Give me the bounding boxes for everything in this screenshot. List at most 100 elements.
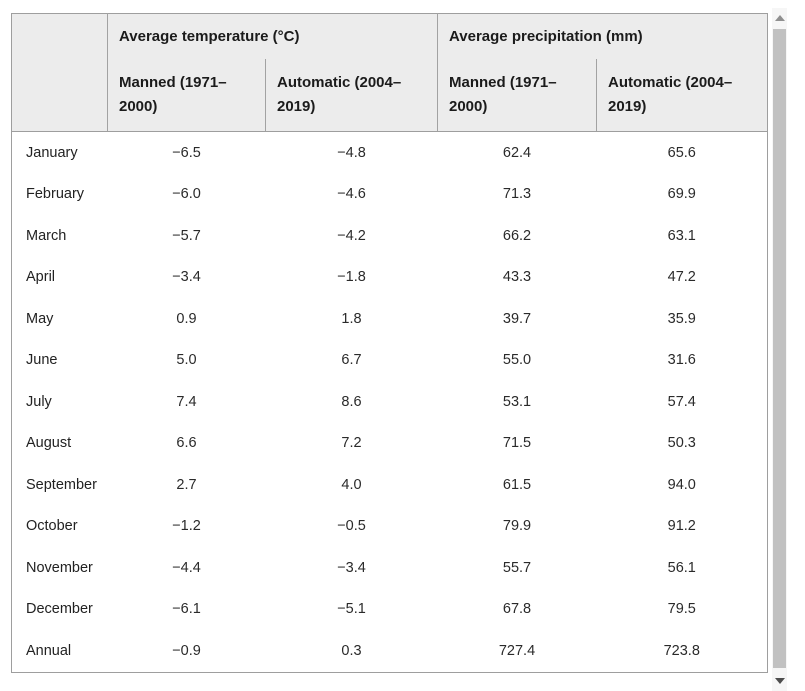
table-row: Annual −0.9 0.3 727.4 723.8 (12, 630, 768, 672)
group-header-precipitation: Average precipitation (mm) (437, 13, 768, 59)
precip-automatic-cell: 91.2 (667, 518, 696, 535)
month-cell: January (26, 144, 78, 161)
climate-table: Average temperature (°C) Average precipi… (11, 13, 768, 673)
table-row: May 0.9 1.8 39.7 35.9 (12, 298, 768, 340)
temp-automatic-cell: 7.2 (341, 435, 362, 452)
month-cell: Annual (26, 642, 72, 659)
table-row: February −6.0 −4.6 71.3 69.9 (12, 174, 768, 216)
temp-automatic-cell: −0.5 (337, 518, 366, 535)
temp-automatic-cell: −4.2 (337, 227, 366, 244)
sub-header-line: 2019) (608, 98, 647, 115)
sub-header-line: Automatic (2004– (608, 74, 733, 91)
temp-automatic-cell: 1.8 (341, 310, 362, 327)
precip-automatic-cell: 69.9 (667, 186, 696, 203)
sub-header-precip-manned: Manned (1971– 2000) (437, 59, 597, 132)
precip-automatic-cell: 56.1 (667, 559, 696, 576)
precip-manned-cell: 43.3 (502, 269, 532, 286)
table-row: December −6.1 −5.1 67.8 79.5 (12, 589, 768, 631)
temp-manned-cell: 7.4 (176, 393, 197, 410)
table-row: September 2.7 4.0 61.5 94.0 (12, 464, 768, 506)
temp-manned-cell: −4.4 (172, 559, 201, 576)
month-cell: December (26, 601, 93, 618)
table-row: April −3.4 −1.8 43.3 47.2 (12, 257, 768, 299)
precip-manned-cell: 79.9 (502, 518, 532, 535)
temp-manned-cell: −3.4 (172, 269, 201, 286)
vertical-scrollbar[interactable] (772, 8, 787, 691)
precip-manned-cell: 66.2 (502, 227, 532, 244)
temp-manned-cell: 5.0 (176, 352, 197, 369)
month-cell: September (26, 476, 97, 493)
chevron-down-icon (774, 678, 785, 684)
sub-header-line: 2019) (277, 98, 316, 115)
temp-manned-cell: −1.2 (172, 518, 201, 535)
scroll-down-button[interactable] (772, 671, 787, 691)
table-row: March −5.7 −4.2 66.2 63.1 (12, 215, 768, 257)
precip-manned-cell: 62.4 (502, 144, 532, 161)
temp-automatic-cell: 0.3 (341, 642, 362, 659)
corner-cell (11, 13, 108, 132)
precip-automatic-cell: 47.2 (667, 269, 696, 286)
precip-automatic-cell: 723.8 (663, 642, 700, 659)
precip-manned-cell: 71.5 (502, 435, 532, 452)
temp-manned-cell: −6.1 (172, 601, 201, 618)
precip-automatic-cell: 50.3 (667, 435, 696, 452)
month-cell: June (26, 352, 58, 369)
temp-automatic-cell: −4.6 (337, 186, 366, 203)
precip-automatic-cell: 94.0 (667, 476, 696, 493)
temp-automatic-cell: 6.7 (341, 352, 362, 369)
precip-manned-cell: 71.3 (502, 186, 532, 203)
month-cell: October (26, 518, 78, 535)
month-cell: July (26, 393, 52, 410)
precip-manned-cell: 39.7 (502, 310, 532, 327)
table-row: January −6.5 −4.8 62.4 65.6 (12, 132, 768, 174)
month-cell: May (26, 310, 54, 327)
sub-header-temp-automatic: Automatic (2004– 2019) (265, 59, 438, 132)
precip-manned-cell: 61.5 (502, 476, 532, 493)
precip-automatic-cell: 35.9 (667, 310, 696, 327)
chevron-up-icon (774, 15, 785, 21)
precip-manned-cell: 53.1 (502, 393, 532, 410)
sub-header-temp-manned: Manned (1971– 2000) (107, 59, 266, 132)
temp-manned-cell: −6.5 (172, 144, 201, 161)
scroll-up-button[interactable] (772, 8, 787, 28)
sub-header-line: Manned (1971– (449, 74, 557, 91)
month-cell: August (26, 435, 72, 452)
precip-manned-cell: 55.7 (502, 559, 532, 576)
temp-manned-cell: −5.7 (172, 227, 201, 244)
scrollbar-thumb[interactable] (773, 29, 786, 668)
sub-header-line: Manned (1971– (119, 74, 227, 91)
temp-manned-cell: 2.7 (176, 476, 197, 493)
temp-automatic-cell: −1.8 (337, 269, 366, 286)
precip-automatic-cell: 31.6 (667, 352, 696, 369)
temp-automatic-cell: 8.6 (341, 393, 362, 410)
table-row: November −4.4 −3.4 55.7 56.1 (12, 547, 768, 589)
table-row: July 7.4 8.6 53.1 57.4 (12, 381, 768, 423)
sub-header-line: 2000) (119, 98, 158, 115)
temp-manned-cell: 6.6 (176, 435, 197, 452)
sub-header-line: Automatic (2004– (277, 74, 402, 91)
month-cell: April (26, 269, 56, 286)
month-cell: March (26, 227, 67, 244)
precip-automatic-cell: 57.4 (667, 393, 696, 410)
precip-manned-cell: 67.8 (502, 601, 532, 618)
temp-automatic-cell: −4.8 (337, 144, 366, 161)
precip-automatic-cell: 65.6 (667, 144, 696, 161)
table-row: June 5.0 6.7 55.0 31.6 (12, 340, 768, 382)
temp-manned-cell: −6.0 (172, 186, 201, 203)
table-row: October −1.2 −0.5 79.9 91.2 (12, 506, 768, 548)
group-header-row: Average temperature (°C) Average precipi… (11, 13, 768, 132)
sub-header-line: 2000) (449, 98, 488, 115)
temp-manned-cell: −0.9 (172, 642, 201, 659)
temp-manned-cell: 0.9 (176, 310, 197, 327)
temp-automatic-cell: 4.0 (341, 476, 362, 493)
sub-header-precip-automatic: Automatic (2004– 2019) (596, 59, 768, 132)
table-header: Average temperature (°C) Average precipi… (11, 13, 768, 132)
month-cell: November (26, 559, 93, 576)
precip-automatic-cell: 79.5 (667, 601, 696, 618)
table-row: August 6.6 7.2 71.5 50.3 (12, 423, 768, 465)
group-header-temperature: Average temperature (°C) (107, 13, 438, 59)
precip-automatic-cell: 63.1 (667, 227, 696, 244)
precip-manned-cell: 727.4 (498, 642, 536, 659)
precip-manned-cell: 55.0 (502, 352, 532, 369)
